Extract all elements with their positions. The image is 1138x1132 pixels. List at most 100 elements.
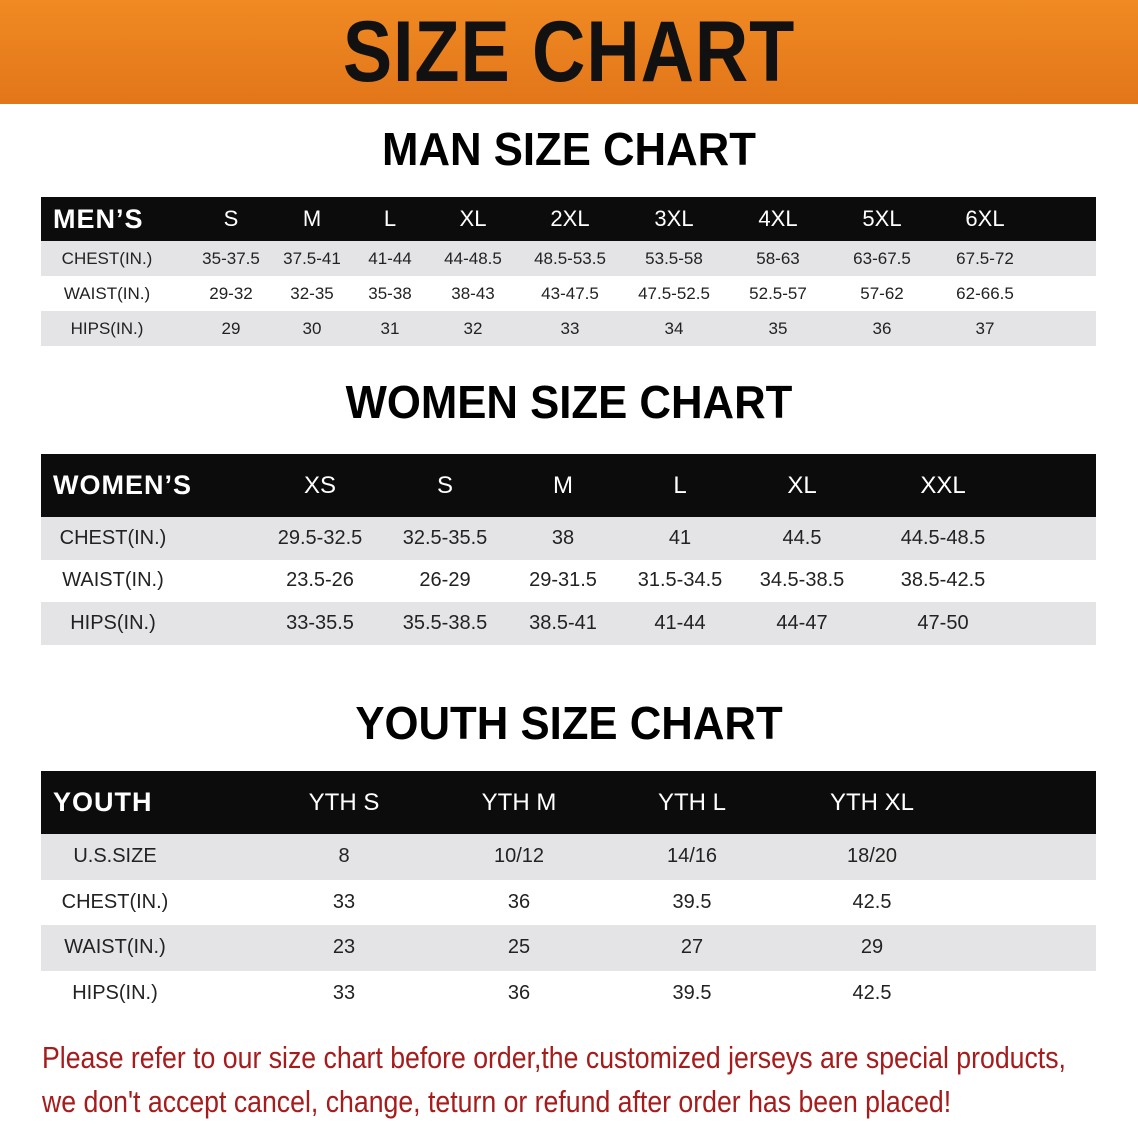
- men-table-label: MEN’S: [53, 203, 144, 234]
- table-row: WAIST(IN.) 29-32 32-35 35-38 38-43 43-47.5 47.…: [41, 276, 1096, 311]
- size-header: 2XL: [550, 206, 590, 231]
- youth-table-label: YOUTH: [53, 787, 153, 817]
- measurement-value: 34: [664, 318, 684, 338]
- size-header: XL: [459, 206, 487, 231]
- size-header: YTH M: [481, 788, 557, 816]
- size-header: XS: [303, 471, 337, 499]
- measurement-value: 41: [668, 526, 692, 549]
- size-header: L: [383, 206, 397, 231]
- women-section-title: WOMEN SIZE CHART: [345, 376, 793, 428]
- measurement-value: 33: [332, 981, 356, 1004]
- measurement-label: HIPS(IN.): [70, 318, 144, 338]
- measurement-value: 38.5-42.5: [900, 569, 986, 592]
- youth-size-table: YOUTH YTH S YTH M YTH L YTH XL U.S.SIZE 8 10/12…: [41, 771, 1096, 1016]
- measurement-value: 14/16: [666, 845, 718, 868]
- men-header-row: MEN’S S M L XL 2XL 3XL 4XL 5XL 6XL: [41, 197, 1096, 241]
- table-row: CHEST(IN.) 29.5-32.5 32.5-35.5 38 41 44.5 44.5…: [41, 517, 1096, 560]
- page-title: SIZE CHART: [342, 3, 796, 100]
- measurement-value: 44-47: [776, 611, 828, 634]
- men-size-table: MEN’S S M L XL 2XL 3XL 4XL 5XL 6XL CHEST(IN.) 35-37…: [41, 197, 1096, 346]
- measurement-value: 67.5-72: [956, 248, 1014, 268]
- size-header: M: [302, 206, 322, 231]
- measurement-value: 57-62: [860, 283, 904, 303]
- size-header: YTH L: [657, 788, 727, 816]
- measurement-value: 29: [860, 936, 884, 959]
- size-header: 6XL: [965, 206, 1005, 231]
- table-row: HIPS(IN.) 29 30 31 32 33 34 35 36 37: [41, 311, 1096, 346]
- measurement-label: WAIST(IN.): [62, 569, 164, 592]
- measurement-value: 47-50: [917, 611, 969, 634]
- size-header: 4XL: [758, 206, 798, 231]
- measurement-label: HIPS(IN.): [70, 611, 156, 634]
- measurement-value: 33: [332, 890, 356, 913]
- measurement-value: 31.5-34.5: [637, 569, 723, 592]
- size-header: S: [223, 206, 239, 231]
- size-header: M: [553, 471, 573, 499]
- measurement-value: 36: [507, 890, 531, 913]
- women-table-label: WOMEN’S: [53, 470, 192, 500]
- table-row: HIPS(IN.) 33 36 39.5 42.5: [41, 971, 1096, 1017]
- size-header: YTH XL: [829, 788, 915, 816]
- measurement-value: 47.5-52.5: [638, 283, 710, 303]
- measurement-value: 36: [872, 318, 892, 338]
- measurement-value: 53.5-58: [645, 248, 703, 268]
- measurement-value: 63-67.5: [853, 248, 911, 268]
- measurement-value: 29-31.5: [529, 569, 597, 592]
- measurement-value: 35-38: [368, 283, 412, 303]
- measurement-value: 32-35: [290, 283, 334, 303]
- measurement-value: 43-47.5: [541, 283, 599, 303]
- measurement-value: 33-35.5: [286, 611, 354, 634]
- measurement-value: 31: [380, 318, 400, 338]
- table-row: WAIST(IN.) 23 25 27 29: [41, 925, 1096, 971]
- measurement-value: 32: [463, 318, 483, 338]
- measurement-label: CHEST(IN.): [59, 526, 167, 549]
- measurement-value: 38.5-41: [529, 611, 597, 634]
- measurement-value: 35.5-38.5: [402, 611, 488, 634]
- measurement-value: 29-32: [209, 283, 253, 303]
- order-notice-line-1: Please refer to our size chart before or…: [42, 1040, 1066, 1075]
- measurement-label: WAIST(IN.): [63, 283, 151, 303]
- table-row: WAIST(IN.) 23.5-26 26-29 29-31.5 31.5-34.5 34…: [41, 560, 1096, 603]
- measurement-value: 52.5-57: [749, 283, 807, 303]
- measurement-value: 38: [551, 526, 575, 549]
- size-chart-banner: SIZE CHART: [0, 0, 1138, 104]
- measurement-label: WAIST(IN.): [64, 936, 166, 959]
- measurement-value: 18/20: [846, 845, 898, 868]
- measurement-value: 37.5-41: [283, 248, 341, 268]
- size-header: 3XL: [654, 206, 694, 231]
- table-row: HIPS(IN.) 33-35.5 35.5-38.5 38.5-41 41-44 44-…: [41, 602, 1096, 645]
- women-header-row: WOMEN’S XS S M L XL XXL: [41, 454, 1096, 517]
- table-row: CHEST(IN.) 35-37.5 37.5-41 41-44 44-48.5 48.5…: [41, 241, 1096, 276]
- measurement-value: 35-37.5: [202, 248, 260, 268]
- men-section-title: MAN SIZE CHART: [382, 123, 756, 175]
- measurement-value: 44.5-48.5: [900, 526, 986, 549]
- measurement-value: 23: [332, 936, 356, 959]
- size-header: L: [673, 471, 687, 499]
- measurement-value: 38-43: [451, 283, 495, 303]
- measurement-value: 33: [560, 318, 580, 338]
- measurement-value: 29: [221, 318, 241, 338]
- youth-section-title: YOUTH SIZE CHART: [355, 697, 783, 749]
- measurement-value: 34.5-38.5: [759, 569, 845, 592]
- measurement-value: 23.5-26: [286, 569, 354, 592]
- measurement-value: 58-63: [756, 248, 800, 268]
- measurement-value: 32.5-35.5: [402, 526, 488, 549]
- measurement-label: CHEST(IN.): [61, 248, 153, 268]
- size-header: YTH S: [308, 788, 380, 816]
- measurement-value: 8: [338, 845, 350, 868]
- measurement-value: 42.5: [852, 981, 892, 1004]
- measurement-value: 25: [507, 936, 531, 959]
- women-size-table: WOMEN’S XS S M L XL XXL CHEST(IN.) 29.5-32.5 32.5…: [41, 454, 1096, 645]
- measurement-value: 36: [507, 981, 531, 1004]
- measurement-value: 44-48.5: [444, 248, 502, 268]
- measurement-value: 62-66.5: [956, 283, 1014, 303]
- measurement-value: 29.5-32.5: [277, 526, 363, 549]
- measurement-value: 41-44: [368, 248, 412, 268]
- size-header: XL: [787, 471, 817, 499]
- size-header: S: [436, 471, 454, 499]
- measurement-label: U.S.SIZE: [73, 845, 157, 868]
- measurement-value: 10/12: [493, 845, 545, 868]
- measurement-value: 27: [680, 936, 704, 959]
- measurement-value: 48.5-53.5: [534, 248, 606, 268]
- measurement-value: 37: [975, 318, 995, 338]
